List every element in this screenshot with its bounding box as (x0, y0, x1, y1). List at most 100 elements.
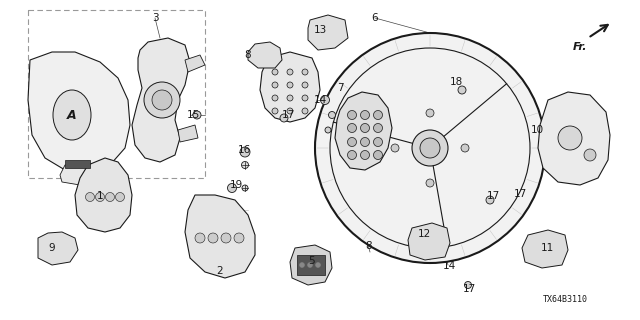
Circle shape (348, 138, 356, 147)
Circle shape (558, 126, 582, 150)
Circle shape (316, 262, 321, 268)
Text: 5: 5 (308, 256, 314, 266)
Circle shape (328, 111, 335, 118)
Text: 11: 11 (540, 243, 554, 253)
Bar (28, 10, 205, 178)
Bar (297, 255, 325, 275)
Polygon shape (178, 125, 198, 142)
Circle shape (374, 138, 383, 147)
Circle shape (374, 110, 383, 119)
Polygon shape (28, 52, 130, 172)
Polygon shape (335, 92, 392, 170)
Circle shape (106, 193, 115, 202)
Circle shape (412, 130, 448, 166)
Circle shape (348, 124, 356, 132)
Text: 19: 19 (229, 180, 243, 190)
Text: 8: 8 (365, 241, 372, 251)
Circle shape (360, 138, 369, 147)
Circle shape (302, 82, 308, 88)
Circle shape (325, 127, 331, 133)
Circle shape (302, 69, 308, 75)
Circle shape (302, 95, 308, 101)
Text: 7: 7 (337, 83, 343, 93)
Circle shape (86, 193, 95, 202)
Bar (65, 160, 90, 168)
Circle shape (307, 262, 312, 268)
Circle shape (360, 150, 369, 159)
Text: TX64B3110: TX64B3110 (543, 295, 588, 305)
Polygon shape (538, 92, 610, 185)
Text: A: A (67, 108, 77, 122)
Circle shape (391, 144, 399, 152)
Text: 6: 6 (372, 13, 378, 23)
Circle shape (374, 124, 383, 132)
Circle shape (360, 124, 369, 132)
Circle shape (426, 109, 434, 117)
Circle shape (144, 82, 180, 118)
Polygon shape (185, 55, 205, 72)
Circle shape (208, 233, 218, 243)
Text: 18: 18 (449, 77, 463, 87)
Circle shape (221, 233, 231, 243)
Circle shape (240, 147, 250, 157)
Circle shape (302, 108, 308, 114)
Text: 3: 3 (152, 13, 158, 23)
Circle shape (360, 110, 369, 119)
Circle shape (272, 95, 278, 101)
Circle shape (115, 193, 125, 202)
Circle shape (287, 82, 293, 88)
Circle shape (348, 150, 356, 159)
Circle shape (420, 138, 440, 158)
Text: 16: 16 (237, 145, 251, 155)
Text: 14: 14 (314, 95, 326, 105)
Circle shape (242, 185, 248, 191)
Polygon shape (75, 158, 132, 232)
Circle shape (280, 114, 288, 122)
Circle shape (241, 162, 248, 169)
Circle shape (193, 111, 201, 119)
Text: 15: 15 (186, 110, 200, 120)
Polygon shape (308, 15, 348, 50)
Text: 2: 2 (217, 266, 223, 276)
Circle shape (272, 108, 278, 114)
Text: 1: 1 (97, 191, 103, 201)
Circle shape (348, 110, 356, 119)
Circle shape (300, 262, 305, 268)
Polygon shape (408, 223, 450, 260)
Polygon shape (290, 245, 332, 285)
Text: Fr.: Fr. (573, 42, 588, 52)
Circle shape (458, 86, 466, 94)
Circle shape (315, 33, 545, 263)
Ellipse shape (53, 90, 91, 140)
Circle shape (195, 233, 205, 243)
Circle shape (272, 69, 278, 75)
Text: 17: 17 (462, 284, 476, 294)
Circle shape (287, 95, 293, 101)
Text: 17: 17 (486, 191, 500, 201)
Circle shape (272, 82, 278, 88)
Text: 13: 13 (314, 25, 326, 35)
Text: 14: 14 (442, 261, 456, 271)
Polygon shape (248, 42, 282, 68)
Circle shape (152, 90, 172, 110)
Text: 12: 12 (417, 229, 431, 239)
Text: 17: 17 (282, 110, 294, 120)
Polygon shape (132, 38, 190, 162)
Polygon shape (38, 232, 78, 265)
Polygon shape (185, 195, 255, 278)
Circle shape (234, 233, 244, 243)
Text: 9: 9 (49, 243, 55, 253)
Circle shape (227, 183, 237, 193)
Circle shape (321, 95, 330, 105)
Circle shape (287, 108, 293, 114)
Polygon shape (60, 165, 97, 185)
Circle shape (374, 150, 383, 159)
Polygon shape (260, 52, 320, 122)
Text: 10: 10 (531, 125, 543, 135)
Polygon shape (522, 230, 568, 268)
Circle shape (584, 149, 596, 161)
Circle shape (465, 282, 472, 289)
Circle shape (461, 144, 469, 152)
Circle shape (486, 196, 494, 204)
Text: 8: 8 (244, 50, 252, 60)
